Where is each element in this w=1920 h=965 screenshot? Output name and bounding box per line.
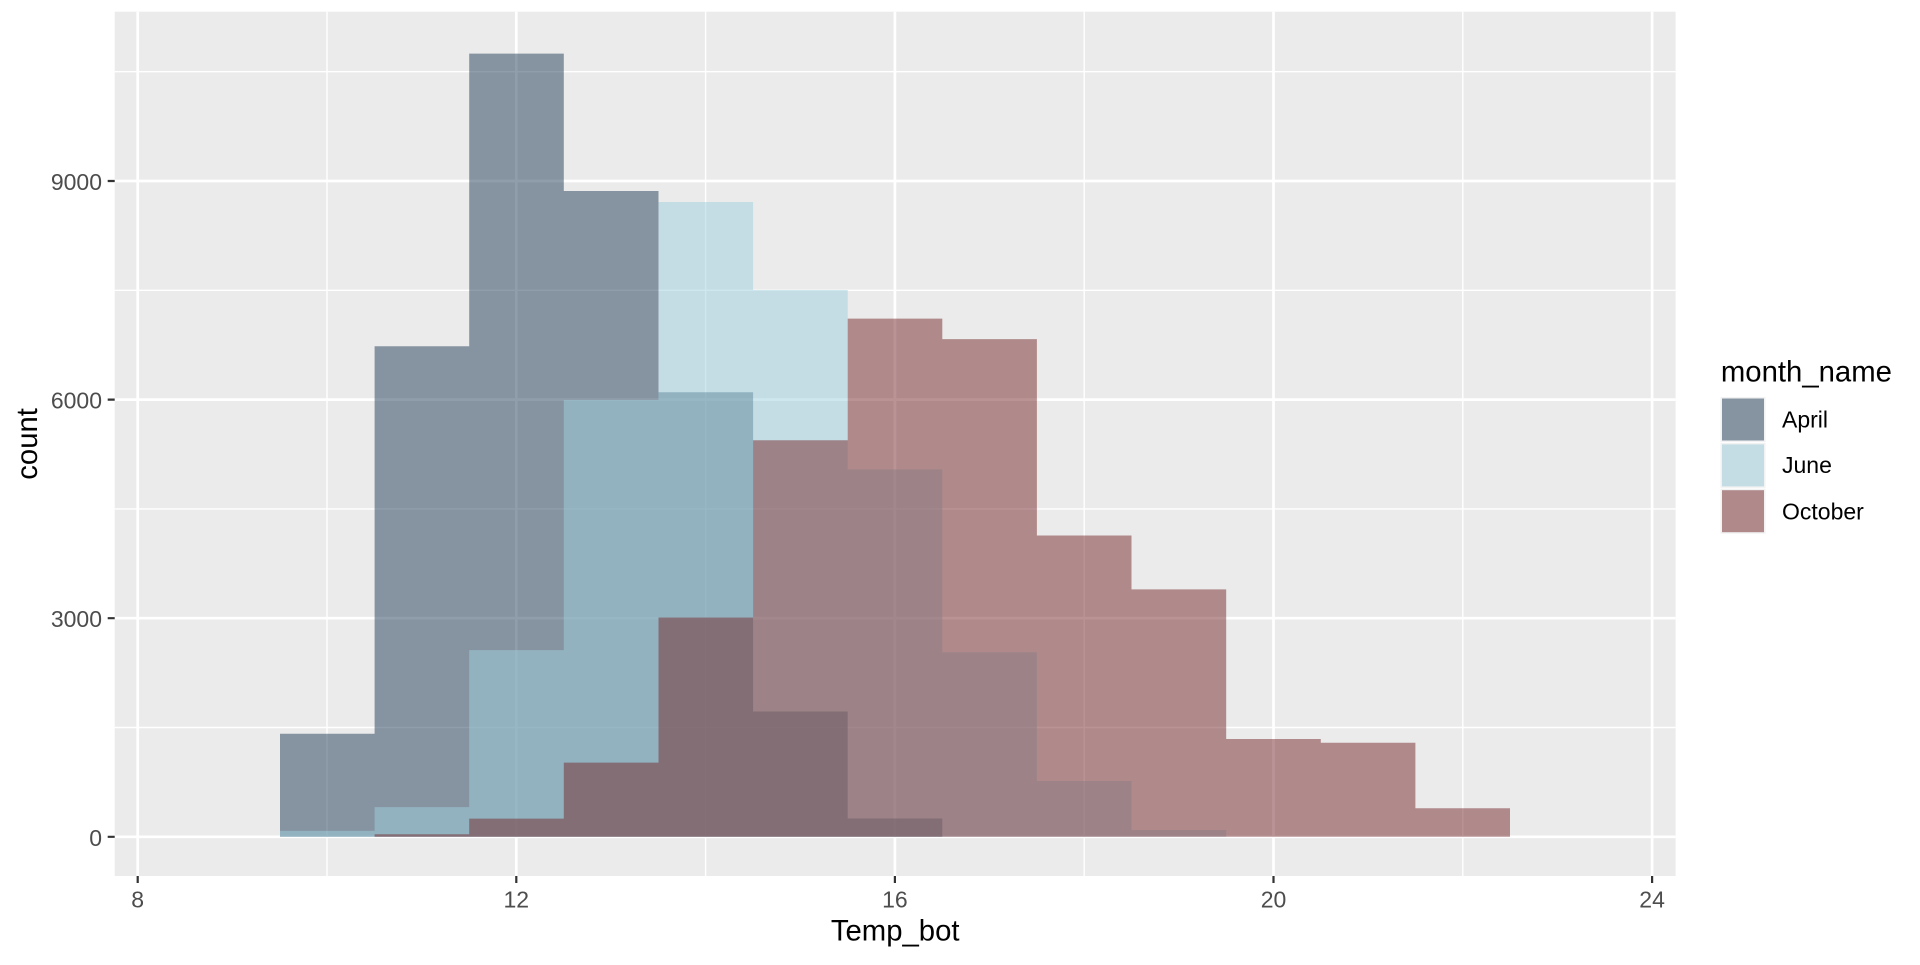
- svg-text:24: 24: [1639, 887, 1665, 913]
- svg-text:6000: 6000: [51, 388, 102, 414]
- svg-text:count: count: [11, 408, 44, 480]
- svg-text:8: 8: [131, 887, 144, 913]
- svg-text:20: 20: [1261, 887, 1287, 913]
- svg-text:October: October: [1782, 498, 1864, 524]
- svg-text:16: 16: [882, 887, 908, 913]
- svg-text:month_name: month_name: [1721, 356, 1892, 389]
- svg-text:June: June: [1782, 452, 1832, 478]
- svg-text:9000: 9000: [51, 169, 102, 195]
- svg-text:Temp_bot: Temp_bot: [831, 915, 960, 948]
- svg-text:12: 12: [504, 887, 530, 913]
- svg-text:0: 0: [89, 825, 102, 851]
- svg-text:3000: 3000: [51, 606, 102, 632]
- svg-text:April: April: [1782, 407, 1828, 433]
